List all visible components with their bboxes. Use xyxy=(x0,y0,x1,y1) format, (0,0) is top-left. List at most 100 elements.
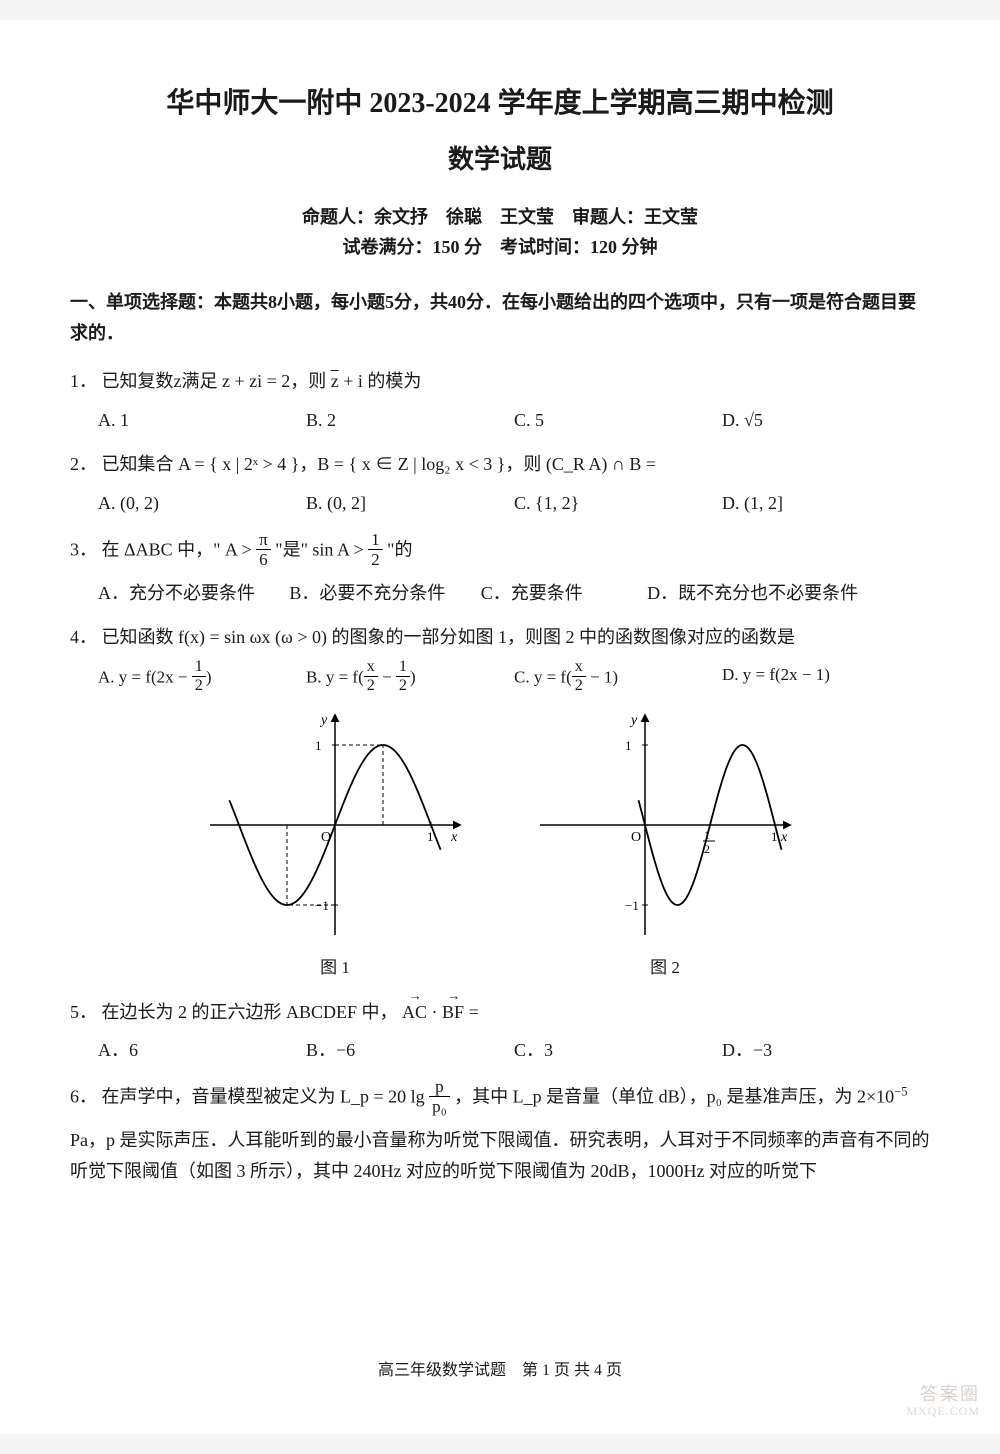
watermark-line2: MXQE.COM xyxy=(906,1405,980,1418)
q4-body: 已知函数 f(x) = sin ωx (ω > 0) 的图象的一部分如图 1，则… xyxy=(102,627,795,647)
svg-text:y: y xyxy=(629,713,638,728)
q3-frac2: 12 xyxy=(368,531,383,568)
q5-dot: · xyxy=(432,1002,443,1022)
q2-opt-a: A. (0, 2) xyxy=(98,488,306,519)
q4c-frac: x2 xyxy=(572,659,586,694)
q5-vec-bf: BF xyxy=(442,997,464,1028)
q5-opt-a: A．6 xyxy=(98,1035,306,1066)
q3-mid: "是" sin A > xyxy=(275,539,368,559)
q4c-d: 2 xyxy=(572,677,586,694)
q5-vec-ac: AC xyxy=(402,997,427,1028)
q1-pre: 已知复数z满足 z + zi = 2，则 xyxy=(102,371,331,391)
title-sub: 数学试题 xyxy=(70,138,930,182)
page-footer: 高三年级数学试题 第 1 页 共 4 页 xyxy=(0,1357,1000,1384)
q1-opt-c: C. 5 xyxy=(514,405,722,436)
q4-num: 4． xyxy=(70,627,97,647)
q4b-f2n: 1 xyxy=(396,659,410,677)
q3-post: "的 xyxy=(387,539,412,559)
q4-opt-b: B. y = f(x2 − 12) xyxy=(306,661,514,696)
q6-frac: pp₀ xyxy=(429,1078,450,1115)
q3-opt-d: D．既不充分也不必要条件 xyxy=(647,578,930,609)
q4-text: 4． 已知函数 f(x) = sin ωx (ω > 0) 的图象的一部分如图 … xyxy=(70,622,930,653)
q4-opt-a: A. y = f(2x − 12) xyxy=(98,661,306,696)
q3-options: A．充分不必要条件 B．必要不充分条件 C．充要条件 D．既不充分也不必要条件 xyxy=(98,578,930,609)
q4a-post: ) xyxy=(206,667,212,686)
q3-f2n: 1 xyxy=(368,531,383,550)
q3-opt-b: B．必要不充分条件 xyxy=(289,578,480,609)
q5-pre: 在边长为 2 的正六边形 ABCDEF 中， xyxy=(102,1002,398,1022)
q6-pre: 在声学中，音量模型被定义为 L_p = 20 lg xyxy=(102,1087,430,1107)
q6-text: 6． 在声学中，音量模型被定义为 L_p = 20 lg pp₀ ，其中 L_p… xyxy=(70,1080,930,1117)
question-6: 6． 在声学中，音量模型被定义为 L_p = 20 lg pp₀ ，其中 L_p… xyxy=(70,1080,930,1186)
svg-text:1: 1 xyxy=(625,738,632,753)
q1-num: 1． xyxy=(70,371,97,391)
q1-text: 1． 已知复数z满足 z + zi = 2，则 z + i 的模为 xyxy=(70,366,930,397)
figure-2-col: yxO1211−1 图 2 xyxy=(535,710,795,982)
q2-opt-d: D. (1, 2] xyxy=(722,488,930,519)
q6-line2: Pa，p 是实际声压．人耳能听到的最小音量称为听觉下限阈值．研究表明，人耳对于不… xyxy=(70,1125,930,1186)
svg-text:1: 1 xyxy=(771,829,778,844)
q5-options: A．6 B．−6 C．3 D．−3 xyxy=(98,1035,930,1066)
q4c-pre: C. y = f( xyxy=(514,667,572,686)
q4a-frac: 12 xyxy=(192,659,206,694)
q4b-f1d: 2 xyxy=(364,677,378,694)
exam-page: 华中师大一附中 2023-2024 学年度上学期高三期中检测 数学试题 命题人：… xyxy=(0,20,1000,1434)
svg-text:1: 1 xyxy=(704,828,710,842)
q4-options: A. y = f(2x − 12) B. y = f(x2 − 12) C. y… xyxy=(98,661,930,696)
svg-text:O: O xyxy=(631,830,641,845)
q1-options: A. 1 B. 2 C. 5 D. √5 xyxy=(98,405,930,436)
q5-post: = xyxy=(469,1002,479,1022)
q6-fn: p xyxy=(429,1078,450,1097)
q5-text: 5． 在边长为 2 的正六边形 ABCDEF 中， AC · BF = xyxy=(70,997,930,1028)
q2-options: A. (0, 2) B. (0, 2] C. {1, 2} D. (1, 2] xyxy=(98,488,930,519)
q4a-pre: A. y = f(2x − xyxy=(98,667,192,686)
q5-num: 5． xyxy=(70,1002,97,1022)
q4-figures: yxO11−1 图 1 yxO1211−1 图 2 xyxy=(70,710,930,982)
question-1: 1． 已知复数z满足 z + zi = 2，则 z + i 的模为 A. 1 B… xyxy=(70,366,930,435)
q5-opt-d: D．−3 xyxy=(722,1035,930,1066)
question-4: 4． 已知函数 f(x) = sin ωx (ω > 0) 的图象的一部分如图 … xyxy=(70,622,930,982)
q6-fd: p₀ xyxy=(429,1097,450,1115)
byline: 命题人：余文抒 徐聪 王文莹 审题人：王文莹 xyxy=(70,202,930,233)
svg-text:−1: −1 xyxy=(315,898,329,913)
section-1-intro: 一、单项选择题：本题共8小题，每小题5分，共40分．在每小题给出的四个选项中，只… xyxy=(70,287,930,348)
q3-text: 3． 在 ΔABC 中，" A > π6 "是" sin A > 12 "的 xyxy=(70,533,930,570)
q4c-post: − 1) xyxy=(586,667,618,686)
q2-num: 2． xyxy=(70,454,97,474)
figure-2-graph: yxO1211−1 xyxy=(535,710,795,940)
q4a-d: 2 xyxy=(192,677,206,694)
q6-mid: ，其中 L_p 是音量（单位 dB），p₀ 是基准声压，为 2×10 xyxy=(454,1087,894,1107)
question-2: 2． 已知集合 A = { x | 2ˣ > 4 }，B = { x ∈ Z |… xyxy=(70,449,930,518)
q5-opt-b: B．−6 xyxy=(306,1035,514,1066)
q3-opt-c: C．充要条件 xyxy=(481,578,647,609)
svg-text:1: 1 xyxy=(427,829,434,844)
q2-body: 已知集合 A = { x | 2ˣ > 4 }，B = { x ∈ Z | lo… xyxy=(102,454,657,474)
q4b-post: ) xyxy=(410,667,416,686)
figure-1-caption: 图 1 xyxy=(205,954,465,983)
watermark-line1: 答案圈 xyxy=(906,1385,980,1405)
svg-text:x: x xyxy=(780,830,788,845)
q1-zbar: z xyxy=(331,371,339,391)
q3-frac1: π6 xyxy=(256,531,271,568)
q3-f1n: π xyxy=(256,531,271,550)
q4b-f2d: 2 xyxy=(396,677,410,694)
q3-opt-a: A．充分不必要条件 xyxy=(98,578,289,609)
q1-opt-a: A. 1 xyxy=(98,405,306,436)
q4b-mid: − xyxy=(378,667,396,686)
q4b-f1n: x xyxy=(364,659,378,677)
scoreline: 试卷满分：150 分 考试时间：120 分钟 xyxy=(70,232,930,263)
q3-f1d: 6 xyxy=(256,550,271,568)
svg-text:1: 1 xyxy=(315,738,322,753)
q3-pre: 在 ΔABC 中，" A > xyxy=(102,539,257,559)
svg-text:x: x xyxy=(450,830,458,845)
title-main: 华中师大一附中 2023-2024 学年度上学期高三期中检测 xyxy=(70,80,930,128)
q6-num: 6． xyxy=(70,1087,97,1107)
question-3: 3． 在 ΔABC 中，" A > π6 "是" sin A > 12 "的 A… xyxy=(70,533,930,609)
figure-1-col: yxO11−1 图 1 xyxy=(205,710,465,982)
figure-1-graph: yxO11−1 xyxy=(205,710,465,940)
q1-opt-d: D. √5 xyxy=(722,405,930,436)
q4b-frac2: 12 xyxy=(396,659,410,694)
q2-opt-c: C. {1, 2} xyxy=(514,488,722,519)
q4c-n: x xyxy=(572,659,586,677)
svg-text:2: 2 xyxy=(704,842,710,856)
